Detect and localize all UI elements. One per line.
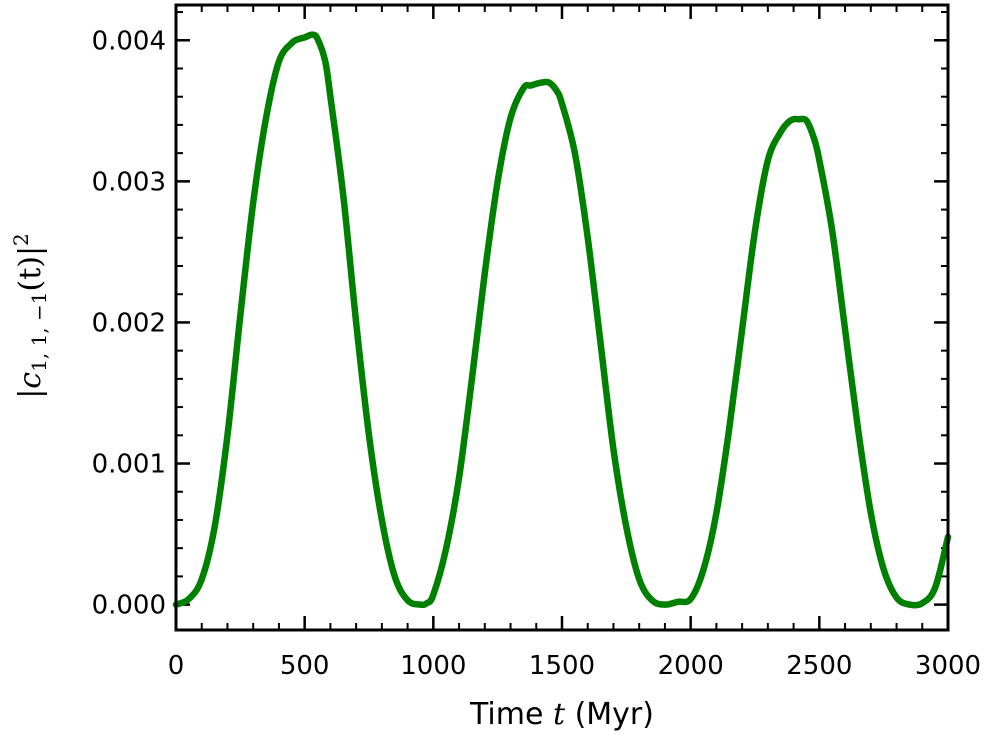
x-tick-label: 1000 — [400, 651, 466, 681]
x-tick-label: 2500 — [786, 651, 852, 681]
x-tick-label: 2000 — [658, 651, 724, 681]
y-tick-label: 0.000 — [92, 591, 166, 621]
plot-frame — [174, 3, 950, 632]
y-tick-label: 0.002 — [92, 308, 166, 338]
x-tick-label: 0 — [168, 651, 185, 681]
x-axis-label: Time t (Myr) — [469, 697, 654, 732]
y-tick-label: 0.004 — [92, 26, 166, 56]
series-line — [172, 31, 952, 609]
x-tick-label: 3000 — [915, 651, 981, 681]
y-tick-label: 0.003 — [92, 167, 166, 197]
x-tick-label: 500 — [280, 651, 330, 681]
x-tick-label: 1500 — [529, 651, 595, 681]
tick-labels-group: 0 500 1000 1500 2000 2500 3000 0.000 0.001 0.002 0… — [92, 26, 982, 681]
y-tick-label: 0.001 — [92, 450, 166, 480]
y-axis-label: |c1, 1, −1(t)|2 — [9, 233, 51, 399]
